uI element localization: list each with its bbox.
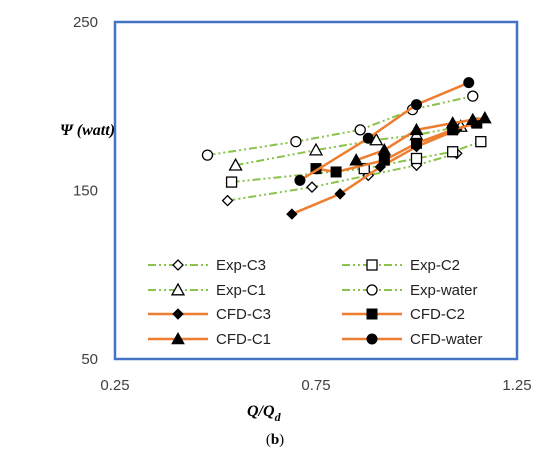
legend-marker (366, 308, 378, 320)
legend-label: Exp-C3 (216, 257, 266, 274)
data-point-cfd-c1 (349, 153, 364, 166)
x-axis-label: Q/Qd (247, 403, 282, 424)
legend-label: CFD-C2 (410, 306, 465, 323)
x-tick-label: 0.25 (100, 377, 129, 394)
data-point-cfd-water (294, 174, 306, 186)
data-point-cfd-c1 (445, 116, 460, 129)
data-point-exp-water (290, 135, 302, 148)
data-point-cfd-water (362, 132, 374, 144)
legend-label: Exp-C2 (410, 257, 460, 274)
legend-item-cfd-c2: CFD-C2 (342, 306, 465, 323)
legend-label: CFD-water (410, 331, 483, 348)
legend-item-exp-c2: Exp-C2 (342, 257, 460, 274)
y-tick-label: 150 (73, 183, 98, 200)
caption-close: ) (279, 432, 284, 448)
data-point-exp-c2 (475, 135, 487, 148)
series-line-cfd-water (299, 81, 470, 182)
legend-item-cfd-water: CFD-water (342, 331, 483, 348)
y-tick-label: 250 (73, 14, 98, 31)
data-point-cfd-c3 (334, 188, 346, 200)
ticks-layer: 0.25 0.75 1.25 50 150 250 (73, 14, 532, 394)
data-point-cfd-c3 (286, 208, 298, 220)
y-axis-label: Ψ (watt) (60, 122, 115, 139)
data-point-cfd-c1 (377, 143, 392, 156)
legend-label: Exp-water (410, 282, 478, 299)
data-point-exp-water (201, 149, 214, 161)
legend-item-cfd-c3: CFD-C3 (148, 306, 271, 323)
data-point-cfd-c1 (409, 122, 424, 136)
data-point-exp-c1 (228, 157, 243, 171)
data-point-exp-c3 (306, 181, 318, 194)
plot-frame (113, 20, 519, 361)
series-cfd-water (294, 77, 475, 186)
data-point-exp-c2 (447, 146, 459, 158)
data-point-cfd-c1 (465, 112, 480, 126)
caption-letter: b (271, 432, 279, 448)
data-point-cfd-c2 (330, 166, 342, 178)
legend-marker (172, 259, 184, 271)
legend-item-exp-water: Exp-water (342, 282, 478, 299)
data-point-cfd-water (463, 77, 475, 89)
legend-marker (170, 282, 186, 296)
y-tick-label: 50 (81, 351, 98, 368)
x-axis-label-subscript: d (275, 410, 282, 424)
legend-marker (171, 331, 185, 345)
data-point-exp-c1 (308, 142, 324, 156)
data-point-exp-c3 (221, 194, 234, 207)
figure-caption: (b) (266, 432, 284, 448)
data-point-exp-water (354, 124, 366, 136)
x-axis-label-main: Q/Q (247, 403, 275, 420)
legend-label: Exp-C1 (216, 282, 266, 299)
series-layer (201, 77, 492, 220)
data-point-exp-c2 (225, 176, 238, 188)
data-point-cfd-water (411, 99, 422, 111)
legend-marker (366, 259, 378, 271)
legend-label: CFD-C1 (216, 331, 271, 348)
data-point-exp-water (467, 90, 479, 102)
legend-marker (366, 284, 378, 296)
x-tick-label: 1.25 (502, 377, 531, 394)
legend-label: CFD-C3 (216, 306, 271, 323)
legend-marker (366, 333, 378, 345)
legend: Exp-C3 Exp-C2 Exp-C1 Exp-water CFD-C3 CFD-C2 C… (148, 257, 483, 348)
caption-open: ( (266, 432, 271, 448)
data-point-cfd-c2 (378, 154, 390, 166)
legend-marker (172, 308, 184, 320)
legend-item-cfd-c1: CFD-C1 (148, 331, 271, 348)
series-cfd-c1 (349, 111, 492, 166)
legend-item-exp-c3: Exp-C3 (148, 257, 266, 274)
x-tick-label: 0.75 (301, 377, 330, 394)
data-point-cfd-c2 (411, 137, 422, 149)
legend-item-exp-c1: Exp-C1 (148, 282, 266, 299)
data-point-exp-c2 (358, 162, 370, 175)
data-point-cfd-c1 (477, 111, 492, 124)
data-point-exp-c2 (410, 152, 423, 165)
